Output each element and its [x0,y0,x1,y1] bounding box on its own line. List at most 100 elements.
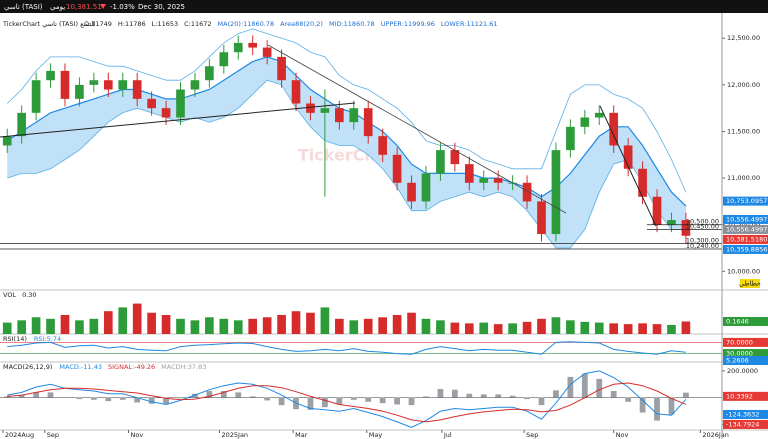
candle-body [219,52,229,67]
histogram-bar [33,392,39,398]
candle-body [205,66,214,81]
trendline [599,105,657,227]
price-box-label: 10.3392 [726,392,753,400]
volume-bar [219,318,229,334]
legend-entry: MACDH:37.83 [161,363,206,371]
volume-bar [508,323,517,334]
price-box-label: -134.7924 [726,420,759,428]
candle-body [580,117,590,127]
histogram-bar [495,394,502,398]
indicator-line [7,341,686,355]
indicator-label: H:11786 [118,20,146,28]
price-box [723,214,768,224]
toolbar-bg [0,0,768,13]
histogram-bar [480,394,487,398]
indicator-label: Area88(20,2) [280,20,323,28]
volume-bar [17,320,26,334]
x-tick-label: Sep [47,431,59,439]
candle-body [248,42,258,48]
candle-body [623,145,633,169]
down-arrow [100,4,106,9]
volume-bar [176,318,185,334]
candle-body [537,201,546,235]
volume-bar [436,320,445,334]
volume-bar [349,320,359,334]
pane-title: VOL [3,291,16,299]
symbol: تاسي (TASI) [4,3,43,11]
candle-body [479,178,489,183]
period: يومي [50,3,65,11]
x-tick-label: Sep [526,431,538,439]
histogram-bar [668,397,675,415]
histogram-bar [264,397,271,401]
level-box [723,349,768,359]
histogram-bar [408,397,415,406]
volume-bar [421,318,431,334]
candle-body [392,154,402,183]
candle-body [421,173,431,202]
histogram-bar [105,397,112,402]
volume-bar [2,322,12,334]
volume-bar [623,324,633,334]
indicator-label: UPPER:11999.96 [381,20,435,28]
indicator-label: C:11672 [184,20,211,28]
y-tick-label: 200.0000 [727,367,758,375]
candle-body [609,112,619,146]
volume-bar [479,322,489,334]
histogram-bar [639,397,646,413]
price-box [723,316,768,326]
volume-bar [493,324,503,334]
indicator-label: LOWER:11121.61 [441,20,498,28]
candle-body [46,70,55,81]
histogram-bar [610,391,617,398]
volume-bar [522,321,532,334]
histogram-bar [220,391,227,398]
volume-bar [566,320,575,334]
volume-bar [378,317,387,334]
histogram-bar [235,392,242,398]
candle-body [522,182,532,202]
histogram-bar [437,389,444,398]
price: 10,381.51 [66,3,102,11]
volume-bar [161,315,171,334]
level-label: 10,240.00 [686,242,719,250]
x-tick-label: Jul [443,431,452,439]
volume-bar [580,321,590,334]
histogram-bar [18,395,25,398]
indicator-label: MID:11860.78 [329,20,375,28]
candle-body [190,80,200,90]
candle-body [75,84,84,99]
histogram-bar [538,397,545,406]
histogram-bar [625,397,632,402]
volume-bar [277,315,286,334]
price-box [723,196,768,206]
volume-bar [450,322,460,334]
price-box [723,409,768,419]
price-box [723,391,768,401]
indicator-label: L:11653 [152,20,179,28]
indicator-line [7,382,687,423]
histogram-bar [47,392,54,398]
indicator-label: O:11749 [84,20,112,28]
candle-body [60,70,70,99]
volume-bar [407,312,416,334]
histogram-bar [134,397,141,403]
y-tick-label: 11,500.00 [727,127,760,135]
volume-bar [335,318,344,334]
trendline [0,102,356,138]
volume-bar [551,317,561,334]
level-box [723,337,768,347]
x-tick-label: 2026Jan [702,431,729,439]
candle-body [335,108,344,123]
candle-body [551,150,561,235]
volume-bar [609,323,619,334]
candle-body [436,150,445,174]
candle-body [464,164,474,183]
volume-bar [681,321,691,334]
histogram-bar [278,397,285,406]
volume-bar [118,307,128,334]
candle-body [262,47,272,57]
badge: خطاطي [739,280,761,288]
x-tick-label: Mar [295,431,308,439]
y-tick-label: 10,500.00 [727,221,760,229]
